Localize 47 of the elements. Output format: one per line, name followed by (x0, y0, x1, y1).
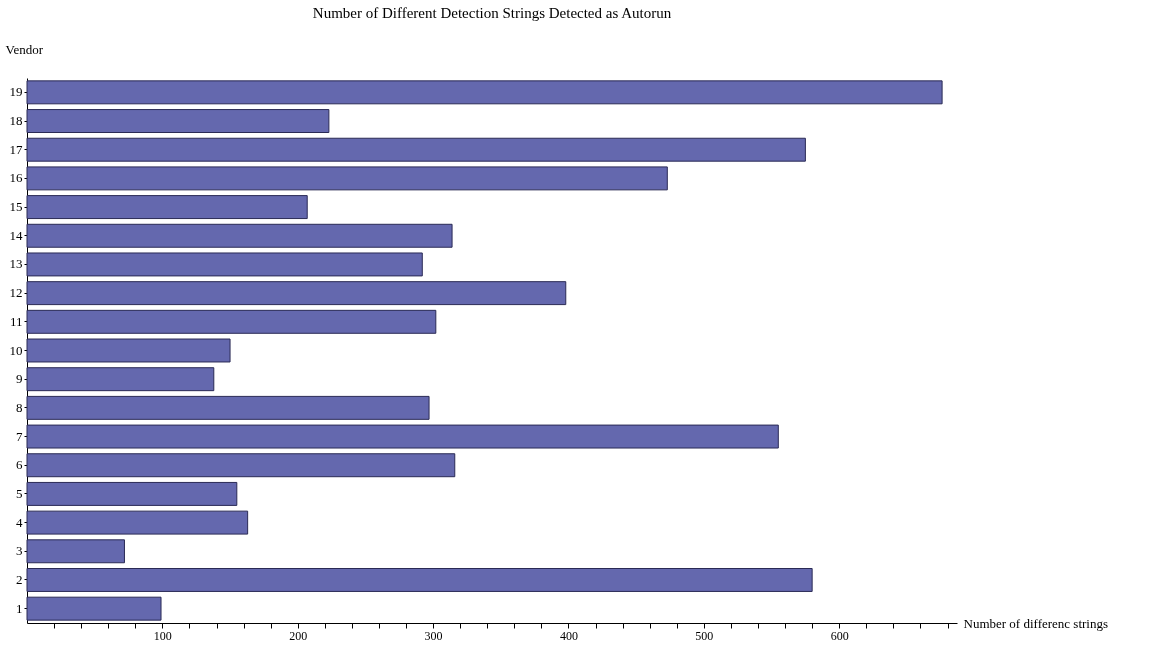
bar (26, 223, 453, 248)
y-tick-label: 9 (16, 371, 23, 387)
x-tick-label: 400 (559, 628, 578, 643)
y-tick-label: 10 (9, 342, 23, 358)
y-tick-label: 15 (9, 199, 23, 215)
bar (26, 568, 813, 592)
bar (26, 539, 125, 564)
bar (26, 395, 430, 420)
y-tick-label: 18 (9, 113, 23, 129)
bar (26, 510, 249, 535)
y-tick-label: 1 (16, 600, 23, 616)
bar (26, 109, 330, 133)
x-axis-title: Number of differenc strings (963, 615, 1109, 631)
x-tick-label: 600 (830, 628, 849, 643)
bar (26, 338, 231, 363)
y-tick-label: 4 (16, 514, 23, 530)
bar (26, 453, 456, 478)
y-tick-label: 13 (9, 256, 23, 272)
bar (26, 252, 423, 277)
y-tick-label: 7 (16, 428, 23, 444)
x-tick-label: 500 (695, 628, 714, 643)
y-tick-label: 19 (9, 84, 23, 100)
bar (26, 137, 806, 162)
y-tick-label: 14 (9, 227, 23, 243)
y-tick-label: 17 (9, 141, 23, 157)
bar (26, 424, 779, 449)
y-tick-label: 12 (9, 285, 23, 301)
bar (26, 195, 308, 220)
bar (26, 281, 567, 306)
y-tick-label: 2 (16, 571, 23, 587)
x-tick-label: 300 (424, 628, 443, 643)
bar (26, 367, 215, 392)
y-tick-label: 5 (16, 485, 23, 501)
y-tick-label: 8 (16, 399, 23, 415)
y-tick-label: 16 (9, 170, 23, 186)
bar (26, 596, 162, 621)
y-tick-label: 11 (9, 313, 23, 329)
chart-title: Number of Different Detection Strings Detected as Autorun (312, 5, 672, 21)
bar (26, 309, 437, 334)
bar (26, 481, 238, 506)
y-axis-title: Vendor (5, 41, 44, 57)
y-tick-label: 3 (16, 543, 23, 559)
bar (26, 166, 668, 191)
x-tick-label: 200 (289, 628, 308, 643)
bar (26, 80, 943, 105)
y-tick-label: 6 (16, 457, 23, 473)
x-tick-label: 100 (153, 628, 172, 643)
